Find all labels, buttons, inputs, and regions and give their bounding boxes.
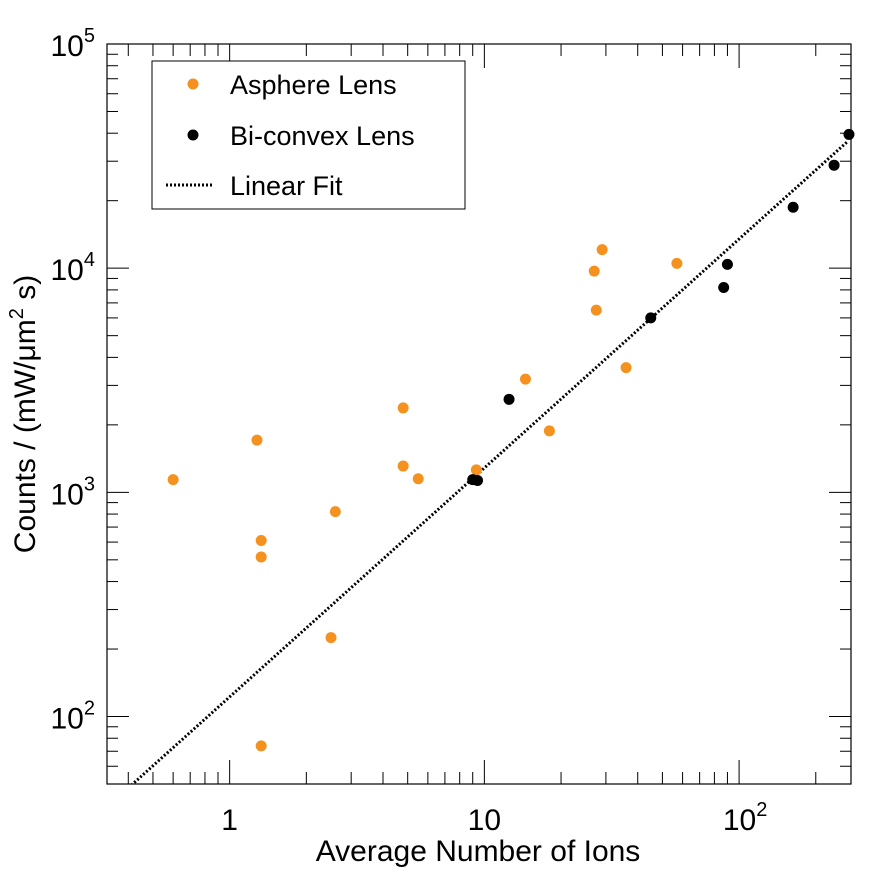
biconvex-point <box>843 128 855 140</box>
legend: Asphere Lens Bi-convex Lens Linear Fit <box>151 60 466 210</box>
y-tick-label: 103 <box>51 473 96 511</box>
legend-box <box>151 60 466 210</box>
biconvex-point <box>718 281 730 293</box>
asphere-point <box>255 551 267 563</box>
asphere-point <box>543 425 555 437</box>
biconvex-point <box>828 159 840 171</box>
biconvex-point <box>503 393 515 405</box>
asphere-point <box>671 257 683 269</box>
biconvex-point <box>645 312 657 324</box>
plot-frame <box>106 43 852 785</box>
fit-line <box>130 141 848 784</box>
asphere-point <box>588 265 600 277</box>
asphere-point <box>167 474 179 486</box>
biconvex-point <box>787 201 799 213</box>
asphere-point <box>255 534 267 546</box>
data-points <box>167 128 855 752</box>
asphere-point <box>251 434 263 446</box>
legend-label-biconvex: Bi-convex Lens <box>230 121 415 151</box>
asphere-point <box>620 362 632 374</box>
biconvex-point <box>472 474 484 486</box>
asphere-point <box>596 244 608 256</box>
asphere-point <box>590 304 602 316</box>
asphere-point <box>325 632 337 644</box>
asphere-point <box>329 506 341 518</box>
asphere-point <box>412 473 424 485</box>
x-tick-label: 102 <box>723 799 768 837</box>
y-axis-label: Counts / (mW/μm2 s) <box>6 275 42 553</box>
asphere-point <box>397 402 409 414</box>
asphere-point <box>397 460 409 472</box>
legend-marker-biconvex <box>187 129 199 141</box>
legend-label-fit: Linear Fit <box>230 171 343 201</box>
x-tick-label: 10 <box>468 804 501 837</box>
legend-marker-asphere <box>187 78 199 90</box>
x-axis-label: Average Number of Ions <box>316 835 641 868</box>
y-tick-label: 102 <box>51 698 96 736</box>
tick-labels: 1 10 102 102 103 104 105 <box>51 25 768 837</box>
biconvex-point <box>721 258 733 270</box>
asphere-point <box>470 464 482 476</box>
axis-ticks <box>107 43 851 785</box>
asphere-point <box>255 740 267 752</box>
y-tick-label: 104 <box>51 249 96 287</box>
asphere-point <box>519 373 531 385</box>
y-tick-label: 105 <box>51 25 96 63</box>
fit-line-layer <box>130 141 848 784</box>
legend-label-asphere: Asphere Lens <box>230 70 397 100</box>
x-tick-label: 1 <box>221 804 238 837</box>
